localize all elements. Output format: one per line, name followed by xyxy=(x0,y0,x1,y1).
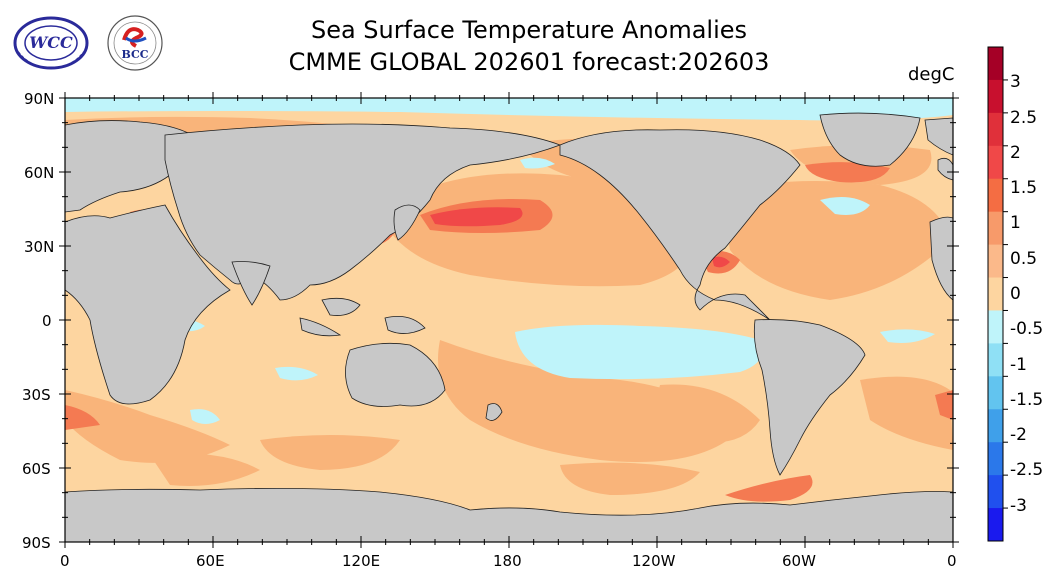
antarctica xyxy=(65,488,953,542)
asia xyxy=(164,123,562,301)
new-zealand xyxy=(485,403,503,421)
colorbar-band xyxy=(988,47,1003,81)
colorbar-label: 2 xyxy=(1010,143,1021,163)
lat-label: 0 xyxy=(42,312,52,330)
bcc-logo: BCC xyxy=(106,14,164,72)
colorbar xyxy=(988,47,1008,542)
australia xyxy=(345,342,446,407)
sumatra xyxy=(299,317,342,337)
new-guinea xyxy=(384,315,426,334)
map-subtitle: CMME GLOBAL 202601 forecast:202603 xyxy=(288,48,770,76)
colorbar-label: 0.5 xyxy=(1010,249,1038,269)
colorbar-band xyxy=(988,310,1003,344)
colorbar-label: 2.5 xyxy=(1010,108,1038,128)
warm-anomaly-regions xyxy=(65,116,953,495)
axis-ticks xyxy=(59,92,959,548)
colorbar-band xyxy=(988,508,1003,542)
south-america xyxy=(753,319,866,476)
colorbar-label: -3 xyxy=(1010,496,1027,516)
colorbar-label: -1.5 xyxy=(1010,390,1044,410)
bcc-logo-text: BCC xyxy=(121,48,148,61)
colorbar-label: -2 xyxy=(1010,425,1027,445)
lon-label: 120E xyxy=(342,552,381,570)
british-isles xyxy=(937,157,953,181)
japan xyxy=(393,204,421,241)
lat-label: 30S xyxy=(22,386,51,404)
land-masses xyxy=(65,112,953,542)
lon-label: 0 xyxy=(947,552,957,570)
colorbar-band xyxy=(988,211,1003,246)
colorbar-band xyxy=(988,244,1003,279)
colorbar-label: -1 xyxy=(1010,355,1027,375)
north-america xyxy=(559,129,801,321)
greenland xyxy=(819,112,921,167)
colorbar-label: -2.5 xyxy=(1010,460,1044,480)
lon-label: 60E xyxy=(196,552,225,570)
colorbar-band xyxy=(988,145,1003,180)
lat-label: 30N xyxy=(24,238,55,256)
colorbar-label: 1.5 xyxy=(1010,178,1038,198)
map-title: Sea Surface Temperature Anomalies xyxy=(310,16,748,44)
lat-label: 60S xyxy=(22,460,51,478)
colorbar-band xyxy=(988,277,1003,311)
colorbar-label: -0.5 xyxy=(1010,319,1044,339)
africa xyxy=(65,204,231,405)
colorbar-band xyxy=(988,79,1003,114)
india xyxy=(231,261,271,306)
colorbar-label: 0 xyxy=(1010,284,1021,304)
colorbar-frame xyxy=(987,46,1004,542)
wmo-logo: WCC xyxy=(10,14,92,72)
colorbar-band xyxy=(988,376,1003,410)
borneo xyxy=(321,297,361,316)
colorbar-band xyxy=(988,178,1003,213)
colorbar-band xyxy=(988,442,1003,476)
colorbar-label: 1 xyxy=(1010,213,1021,233)
africa-west-edge xyxy=(929,216,953,301)
lon-label: 60W xyxy=(782,552,816,570)
unit-label: degC xyxy=(908,64,955,85)
very-hot-anomaly-regions xyxy=(430,207,730,268)
colorbar-band xyxy=(988,112,1003,147)
colorbar-band xyxy=(988,475,1003,509)
lon-label: 0 xyxy=(60,552,70,570)
colorbar-band xyxy=(988,343,1003,377)
lon-label: 180 xyxy=(493,552,522,570)
lat-label: 90N xyxy=(24,90,55,108)
lat-label: 90S xyxy=(22,534,51,552)
lon-label: 120W xyxy=(632,552,676,570)
lat-label: 60N xyxy=(24,164,55,182)
colorbar-label: 3 xyxy=(1010,72,1021,92)
wmo-logo-text: WCC xyxy=(29,33,73,52)
colorbar-band xyxy=(988,409,1003,443)
cool-anomaly-regions xyxy=(65,98,953,424)
